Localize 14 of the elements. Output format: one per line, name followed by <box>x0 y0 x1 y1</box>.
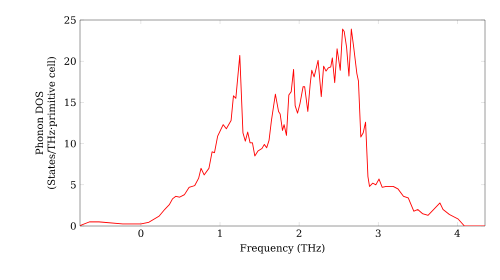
y-tick-label: 20 <box>64 57 76 65</box>
y-tick-label: 15 <box>65 98 76 106</box>
x-tick-label: 1 <box>218 230 222 237</box>
x-tick-label: 2 <box>296 230 302 237</box>
x-tick-label: 0 <box>138 230 144 238</box>
y-tick-label: 10 <box>65 140 76 148</box>
x-tick-label: 3 <box>376 230 381 238</box>
x-tick-label: 4 <box>454 230 460 237</box>
y-tick-label: 5 <box>70 181 76 189</box>
y-axis-title: Phonon DOS (States/THz·primitive cell) <box>35 57 57 189</box>
y-tick-label: 0 <box>70 222 76 230</box>
x-axis-title: Frequency (THz) <box>240 244 324 254</box>
line-series <box>80 28 485 226</box>
y-tick-label: 25 <box>64 16 76 24</box>
